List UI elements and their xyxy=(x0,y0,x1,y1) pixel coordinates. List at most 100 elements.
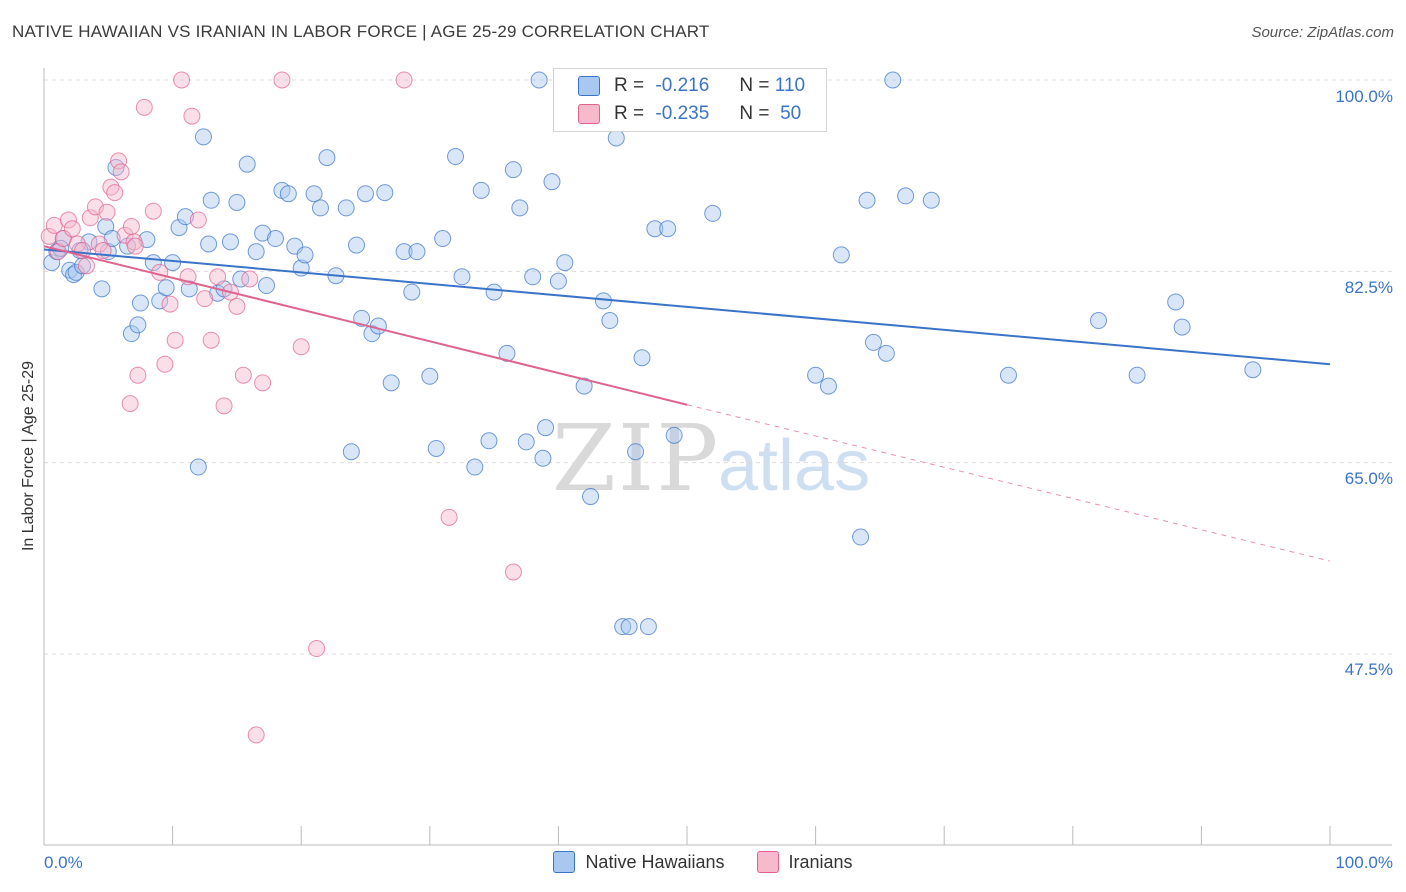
data-point-native-hawaiians xyxy=(543,173,561,191)
data-point-native-hawaiians xyxy=(427,439,445,457)
data-point-native-hawaiians xyxy=(266,230,284,248)
data-point-native-hawaiians xyxy=(376,184,394,202)
legend-n-label: N = xyxy=(739,75,770,96)
legend-row-native-hawaiians: R = -0.216 N = 110 xyxy=(578,73,805,99)
data-point-native-hawaiians xyxy=(131,294,149,312)
legend-r-value: -0.216 xyxy=(655,75,710,96)
data-point-iranians xyxy=(106,184,124,202)
data-point-native-hawaiians xyxy=(353,309,371,327)
data-point-iranians xyxy=(292,338,310,356)
data-point-native-hawaiians xyxy=(221,233,239,251)
data-point-native-hawaiians xyxy=(382,374,400,392)
data-point-native-hawaiians xyxy=(189,458,207,476)
data-point-iranians xyxy=(209,268,227,286)
data-point-iranians xyxy=(161,295,179,313)
data-point-iranians xyxy=(98,203,116,221)
legend-n-label: N = xyxy=(739,103,770,124)
data-point-native-hawaiians xyxy=(357,185,374,203)
legend-label: Native Hawaiians xyxy=(585,851,725,872)
data-point-native-hawaiians xyxy=(1000,366,1017,384)
data-point-iranians xyxy=(63,220,81,238)
data-point-native-hawaiians xyxy=(421,367,439,385)
data-point-native-hawaiians xyxy=(296,246,314,264)
data-point-iranians xyxy=(215,397,233,415)
chart-title: NATIVE HAWAIIAN VS IRANIAN IN LABOR FORC… xyxy=(12,22,710,41)
data-point-iranians xyxy=(116,226,134,244)
correlation-legend: R = -0.216 N = 110 R = -0.235 N = 50 xyxy=(553,68,827,132)
data-point-native-hawaiians xyxy=(194,128,212,146)
data-point-native-hawaiians xyxy=(337,199,355,217)
data-point-iranians xyxy=(196,290,214,308)
data-point-native-hawaiians xyxy=(279,185,297,203)
legend-item-native-hawaiians[interactable]: Native Hawaiians xyxy=(553,851,725,873)
data-point-iranians xyxy=(395,71,413,89)
data-point-native-hawaiians xyxy=(254,224,272,242)
data-point-native-hawaiians xyxy=(318,149,336,167)
data-point-native-hawaiians xyxy=(342,443,360,461)
data-point-native-hawaiians xyxy=(575,377,593,395)
data-point-native-hawaiians xyxy=(232,270,250,288)
data-point-native-hawaiians xyxy=(832,246,850,264)
data-point-native-hawaiians xyxy=(403,283,421,301)
data-point-iranians xyxy=(504,563,522,581)
data-point-native-hawaiians xyxy=(601,312,619,330)
data-point-iranians xyxy=(40,227,58,245)
data-point-iranians xyxy=(121,395,139,413)
y-tick-label-65: 65.0% xyxy=(1344,469,1393,488)
legend-n-value: 50 xyxy=(780,103,802,124)
legend-row-iranians: R = -0.235 N = 50 xyxy=(578,101,801,127)
legend-swatch-pink xyxy=(756,851,779,873)
legend-r-label: R = xyxy=(614,103,645,124)
data-point-native-hawaiians xyxy=(311,199,329,217)
data-point-native-hawaiians xyxy=(170,219,188,237)
data-point-native-hawaiians xyxy=(877,344,895,362)
data-point-iranians xyxy=(183,107,201,125)
data-point-iranians xyxy=(166,331,184,349)
data-point-native-hawaiians xyxy=(511,199,529,217)
data-point-iranians xyxy=(254,374,272,392)
x-tick-label-0: 0.0% xyxy=(44,853,83,872)
data-point-iranians xyxy=(308,640,326,658)
data-point-iranians xyxy=(247,726,265,744)
data-point-iranians xyxy=(440,508,458,526)
data-point-native-hawaiians xyxy=(472,181,490,199)
data-point-native-hawaiians xyxy=(864,333,882,351)
data-point-iranians xyxy=(234,366,252,384)
data-point-native-hawaiians xyxy=(93,280,111,298)
data-point-native-hawaiians xyxy=(504,161,522,179)
data-point-native-hawaiians xyxy=(633,349,651,367)
data-point-iranians xyxy=(77,257,95,275)
data-point-native-hawaiians xyxy=(228,193,246,211)
data-point-native-hawaiians xyxy=(176,208,194,226)
data-point-native-hawaiians xyxy=(922,191,940,209)
data-point-native-hawaiians xyxy=(434,230,452,248)
data-point-native-hawaiians xyxy=(129,316,147,334)
data-point-native-hawaiians xyxy=(620,618,638,636)
data-point-native-hawaiians xyxy=(884,71,902,89)
data-point-native-hawaiians xyxy=(157,279,175,297)
data-point-native-hawaiians xyxy=(1128,366,1146,384)
trend-line-iranians xyxy=(43,245,688,406)
data-point-native-hawaiians xyxy=(582,488,600,506)
data-point-native-hawaiians xyxy=(453,268,471,286)
data-point-iranians xyxy=(81,209,99,227)
y-tick-label-47-5: 47.5% xyxy=(1344,660,1393,679)
data-point-native-hawaiians xyxy=(305,185,323,203)
data-point-iranians xyxy=(156,355,174,373)
data-point-native-hawaiians xyxy=(408,243,426,261)
watermark-atlas: atlas xyxy=(718,426,871,506)
data-point-native-hawaiians xyxy=(549,272,567,290)
data-point-native-hawaiians xyxy=(247,243,265,261)
data-point-native-hawaiians xyxy=(807,366,825,384)
data-point-native-hawaiians xyxy=(614,618,632,636)
data-point-native-hawaiians xyxy=(103,230,121,248)
data-point-native-hawaiians xyxy=(480,432,498,450)
data-point-native-hawaiians xyxy=(202,191,220,209)
data-point-iranians xyxy=(110,152,128,170)
data-point-iranians xyxy=(122,218,140,236)
legend-item-iranians[interactable]: Iranians xyxy=(756,851,853,873)
data-point-native-hawaiians xyxy=(537,419,555,437)
legend-label: Iranians xyxy=(788,851,853,872)
data-point-native-hawaiians xyxy=(556,254,574,272)
